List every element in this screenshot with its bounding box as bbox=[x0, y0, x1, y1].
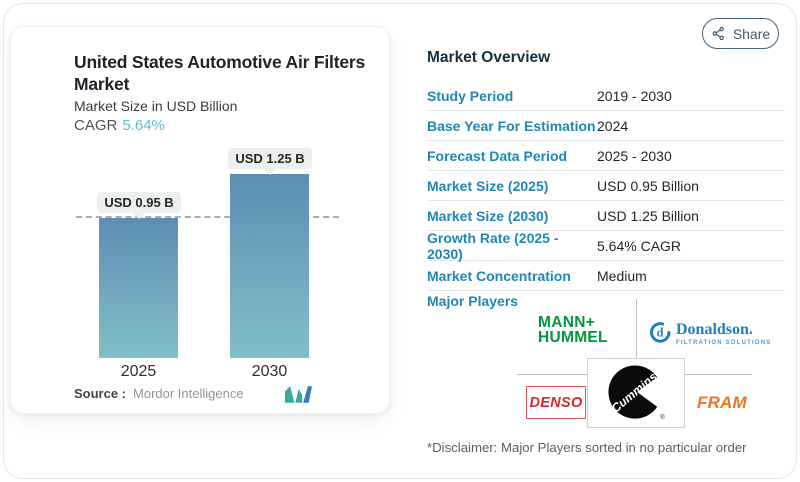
cagr-value: 5.64% bbox=[122, 117, 165, 134]
row-label: Growth Rate (2025 - 2030) bbox=[427, 229, 559, 262]
bar-value-label-2025: USD 0.95 B bbox=[97, 191, 181, 219]
chart-title: United States Automotive Air Filters Mar… bbox=[74, 52, 365, 94]
row-label: Forecast Data Period bbox=[427, 147, 568, 164]
cagr-line: CAGR 5.64% bbox=[74, 117, 165, 134]
table-row: Forecast Data Period 2025 - 2030 bbox=[427, 141, 785, 171]
mann-hummel-line1: MANN+ bbox=[538, 314, 596, 331]
table-row: Market Size (2030) USD 1.25 Billion bbox=[427, 201, 785, 231]
outer-frame bbox=[3, 3, 797, 479]
cummins-icon: Cummins ® bbox=[608, 365, 665, 421]
donaldson-d-letter: d bbox=[657, 325, 664, 339]
row-label: Market Concentration bbox=[427, 267, 571, 284]
mordor-intelligence-logo-icon bbox=[285, 386, 312, 403]
row-value: 2019 - 2030 bbox=[597, 87, 672, 104]
bar-value-text-2030: USD 1.25 B bbox=[235, 150, 305, 166]
major-players-label: Major Players bbox=[427, 293, 519, 309]
row-label: Study Period bbox=[427, 87, 514, 104]
donaldson-tagline: FILTRATION SOLUTIONS bbox=[676, 340, 772, 346]
source-name: Mordor Intelligence bbox=[133, 386, 244, 401]
mann-hummel-line2: HUMMEL bbox=[538, 328, 608, 346]
overview-table: Study Period 2019 - 2030 Base Year For E… bbox=[427, 81, 785, 291]
bar-value-label-2030: USD 1.25 B bbox=[228, 147, 312, 175]
row-label: Market Size (2025) bbox=[427, 177, 549, 194]
players-grid-line-vertical bbox=[636, 299, 638, 358]
players-grid-line-horizontal-left bbox=[517, 374, 587, 376]
source-row: Source : Mordor Intelligence bbox=[74, 386, 244, 401]
mann-hummel-logo: MANN+ HUMMEL bbox=[538, 314, 608, 346]
donaldson-logo: d Donaldson. FILTRATION SOLUTIONS bbox=[650, 321, 771, 346]
bar-value-text-2025: USD 0.95 B bbox=[104, 194, 174, 210]
reference-line bbox=[76, 215, 339, 218]
bar-2030 bbox=[230, 173, 309, 358]
table-row: Base Year For Estimation 2024 bbox=[427, 111, 785, 141]
bar-chart: USD 0.95 B USD 1.25 B 2025 2030 bbox=[11, 27, 389, 413]
donaldson-text-block: Donaldson. FILTRATION SOLUTIONS bbox=[676, 321, 771, 346]
x-axis-label-2025: 2025 bbox=[120, 363, 157, 380]
table-row: Study Period 2019 - 2030 bbox=[427, 81, 785, 111]
row-value: Medium bbox=[597, 267, 647, 284]
donaldson-icon: d bbox=[650, 322, 671, 343]
row-value: USD 1.25 Billion bbox=[597, 207, 699, 224]
row-value: 2024 bbox=[597, 117, 629, 134]
disclaimer-text: *Disclaimer: Major Players sorted in no … bbox=[427, 440, 747, 455]
fram-logo: FRAM bbox=[697, 393, 747, 412]
x-axis-label-2030: 2030 bbox=[251, 363, 288, 380]
players-grid-line-horizontal-right bbox=[683, 374, 752, 376]
cummins-registered-mark: ® bbox=[660, 413, 665, 421]
cummins-logo: Cummins ® bbox=[587, 358, 685, 428]
row-value: USD 0.95 Billion bbox=[597, 177, 699, 194]
row-value: 5.64% CAGR bbox=[597, 237, 682, 254]
denso-wordmark: DENSO bbox=[529, 394, 583, 411]
chart-subtitle: Market Size in USD Billion bbox=[74, 98, 238, 114]
row-value: 2025 - 2030 bbox=[597, 147, 672, 164]
bar-2025 bbox=[99, 217, 178, 358]
share-icon bbox=[712, 26, 724, 41]
table-row: Market Size (2025) USD 0.95 Billion bbox=[427, 171, 785, 201]
denso-logo: DENSO bbox=[526, 386, 586, 419]
source-label: Source : bbox=[74, 386, 127, 401]
table-row: Market Concentration Medium bbox=[427, 261, 785, 291]
donaldson-name: Donaldson. bbox=[676, 321, 753, 338]
chart-card: United States Automotive Air Filters Mar… bbox=[10, 26, 390, 414]
share-button[interactable]: Share bbox=[702, 18, 779, 49]
row-label: Market Size (2030) bbox=[427, 207, 549, 224]
table-row: Growth Rate (2025 - 2030) 5.64% CAGR bbox=[427, 229, 785, 262]
row-label: Base Year For Estimation bbox=[427, 117, 596, 134]
share-label: Share bbox=[732, 25, 771, 42]
market-overview-heading: Market Overview bbox=[427, 49, 551, 66]
cagr-label: CAGR bbox=[74, 117, 118, 134]
